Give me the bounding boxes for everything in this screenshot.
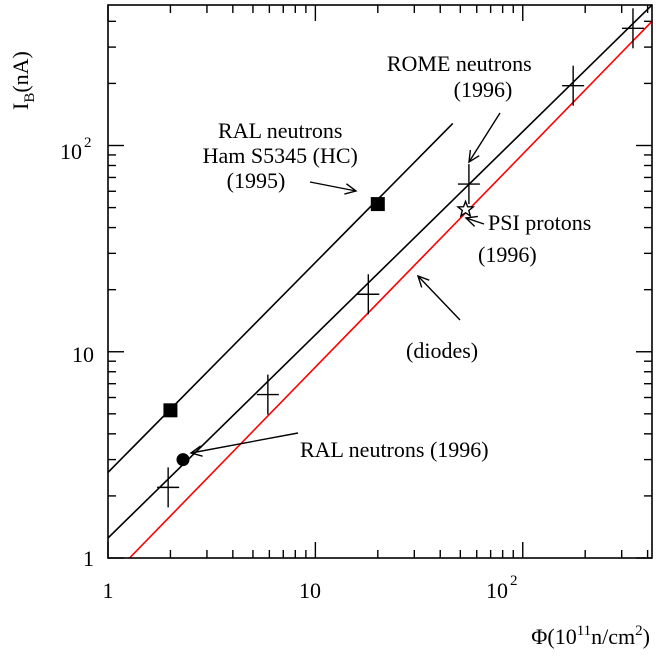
x-axis-title: Φ(1011n/cm2) — [531, 623, 650, 649]
annotation-psi: PSI protons (1996) — [478, 210, 597, 267]
annotation-diodes: (diodes) — [406, 338, 478, 363]
y-tick-label-10: 10 — [72, 342, 94, 367]
cross-marker — [157, 467, 180, 508]
cross-marker — [357, 274, 380, 315]
star-marker — [456, 199, 476, 218]
axis-ticks — [107, 5, 652, 559]
cross-marker — [621, 8, 644, 49]
x-tick-label-1: 1 — [103, 578, 114, 603]
arrow-ral95 — [309, 181, 358, 195]
y-tick-label-100-exp: 2 — [84, 135, 92, 151]
annotation-arrows — [189, 112, 501, 457]
cross-marker — [562, 65, 585, 106]
square-marker — [163, 403, 178, 418]
annotation-ral96: RAL neutrons (1996) — [300, 437, 489, 462]
arrow-rome — [468, 112, 501, 164]
arrow-ral96 — [189, 432, 299, 457]
x-tick-labels: 1 10 10 2 — [103, 573, 518, 603]
arrow-diodes — [416, 274, 461, 321]
plot-frame — [107, 4, 653, 559]
annotation-ral95: RAL neutrons Ham S5345 (HC) (1995) — [203, 118, 364, 193]
fit-lines — [108, 5, 652, 558]
x-tick-label-10: 10 — [299, 578, 321, 603]
diodes-line — [128, 20, 652, 558]
data-points — [157, 8, 644, 508]
y-tick-label-100: 10 — [60, 139, 82, 164]
circle-marker — [176, 453, 190, 467]
y-tick-label-1: 1 — [83, 546, 94, 571]
cross-marker — [457, 164, 480, 205]
fit-line-2 — [108, 5, 652, 539]
annotation-rome: ROME neutrons (1996) — [387, 51, 537, 102]
y-tick-labels: 1 10 10 2 — [60, 135, 94, 571]
x-tick-label-100-exp: 2 — [510, 573, 518, 589]
square-marker — [370, 197, 385, 212]
x-tick-label-100: 10 — [486, 578, 508, 603]
y-axis-title: IB(nA) — [8, 51, 38, 110]
cross-marker — [256, 374, 279, 415]
arrow-psi — [464, 215, 485, 227]
